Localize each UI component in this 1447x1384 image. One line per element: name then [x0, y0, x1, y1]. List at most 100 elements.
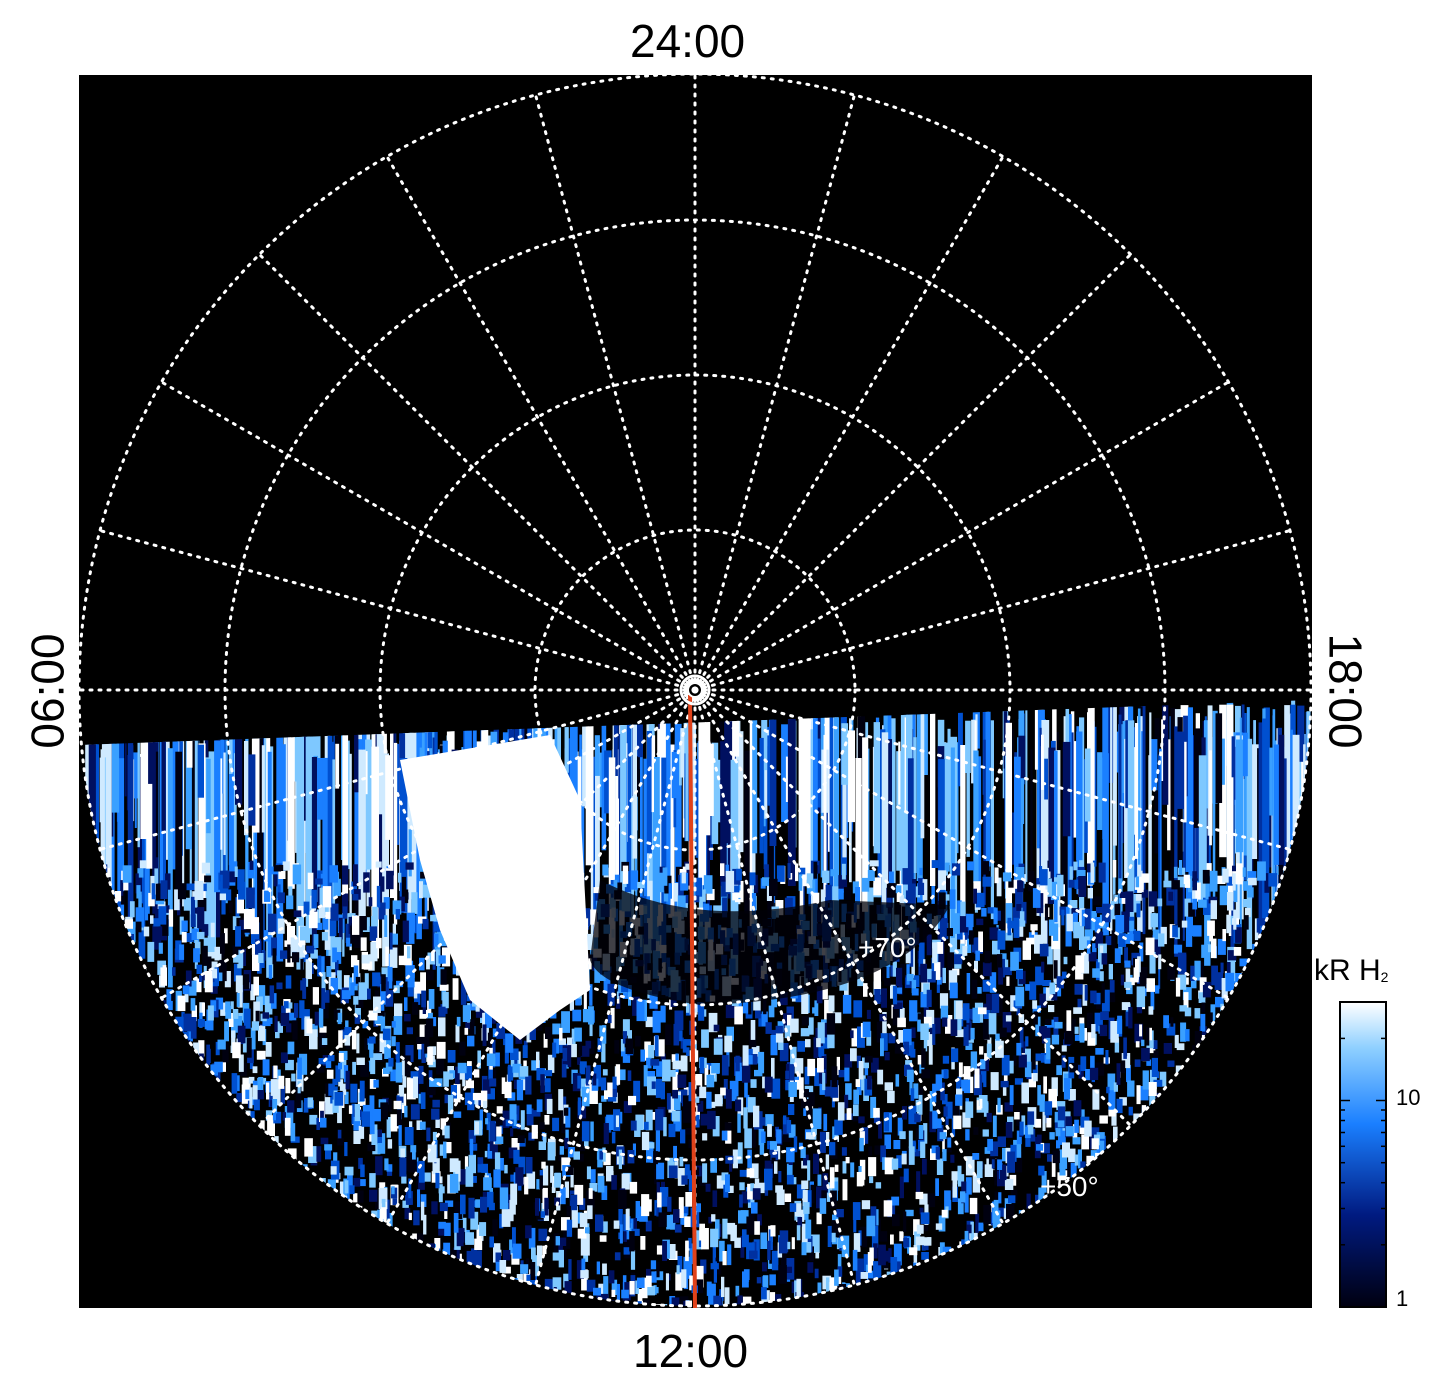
emission-speckle	[764, 1168, 773, 1191]
emission-speckle	[571, 1206, 578, 1228]
emission-speckle	[900, 963, 906, 978]
emission-speckle	[914, 1087, 923, 1103]
emission-streak	[613, 714, 618, 776]
emission-speckle	[475, 1004, 485, 1018]
emission-speckle	[751, 1126, 757, 1148]
emission-speckle	[963, 1003, 970, 1023]
emission-speckle	[823, 1113, 828, 1131]
emission-streak	[1191, 735, 1197, 917]
emission-speckle	[418, 1093, 422, 1104]
emission-speckle	[675, 866, 683, 883]
emission-speckle	[782, 1134, 792, 1143]
emission-speckle	[867, 887, 874, 906]
emission-speckle	[526, 1108, 534, 1126]
emission-streak	[1118, 714, 1122, 879]
emission-speckle	[819, 1131, 826, 1153]
emission-speckle	[1226, 876, 1234, 886]
emission-speckle	[1002, 1082, 1007, 1096]
emission-speckle	[1022, 901, 1027, 924]
emission-speckle	[368, 897, 373, 907]
emission-speckle	[920, 1212, 930, 1224]
emission-speckle	[494, 1052, 500, 1067]
emission-speckle	[273, 865, 282, 872]
emission-speckle	[962, 1112, 971, 1128]
emission-speckle	[544, 1115, 550, 1125]
emission-speckle	[511, 1138, 520, 1157]
emission-speckle	[1129, 920, 1134, 932]
emission-speckle	[1125, 968, 1131, 990]
emission-speckle	[482, 1191, 491, 1202]
emission-speckle	[1030, 924, 1038, 931]
emission-speckle	[1116, 1063, 1121, 1085]
emission-speckle	[438, 1017, 446, 1037]
emission-speckle	[761, 1287, 767, 1300]
emission-speckle	[570, 1167, 574, 1188]
emission-speckle	[197, 898, 207, 912]
emission-speckle	[842, 1161, 847, 1174]
emission-speckle	[874, 983, 881, 1004]
emission-speckle	[324, 1093, 334, 1115]
emission-speckle	[966, 973, 971, 995]
emission-speckle	[899, 1176, 904, 1199]
emission-speckle	[319, 887, 325, 905]
emission-speckle	[1038, 1165, 1045, 1176]
emission-speckle	[499, 1213, 504, 1229]
emission-speckle	[372, 906, 378, 927]
emission-speckle	[426, 955, 430, 970]
emission-speckle	[1000, 1080, 1009, 1088]
emission-speckle	[1081, 909, 1087, 927]
emission-speckle	[683, 1087, 693, 1099]
emission-streak	[223, 752, 227, 855]
emission-speckle	[295, 1086, 302, 1109]
emission-speckle	[970, 1051, 978, 1070]
emission-speckle	[1040, 869, 1048, 886]
emission-speckle	[1230, 960, 1236, 982]
emission-streak	[1062, 741, 1071, 837]
emission-speckle	[479, 1109, 483, 1130]
emission-speckle	[389, 932, 393, 950]
emission-speckle	[285, 975, 292, 989]
emission-streak	[984, 700, 991, 867]
emission-speckle	[645, 1016, 654, 1028]
emission-speckle	[552, 1023, 561, 1035]
emission-speckle	[508, 1147, 518, 1159]
emission-speckle	[456, 1227, 464, 1247]
emission-streak	[365, 751, 368, 795]
emission-streak	[393, 742, 398, 925]
emission-streak	[585, 711, 594, 866]
emission-speckle	[317, 955, 322, 977]
emission-speckle	[757, 1214, 762, 1226]
emission-speckle	[586, 1190, 595, 1208]
emission-speckle	[1216, 875, 1226, 884]
emission-speckle	[284, 1117, 291, 1136]
emission-speckle	[919, 1207, 924, 1215]
emission-speckle	[421, 1172, 431, 1182]
emission-speckle	[380, 1012, 386, 1032]
emission-speckle	[135, 873, 139, 894]
emission-speckle	[747, 1097, 756, 1113]
emission-streak	[1239, 717, 1242, 943]
emission-speckle	[360, 937, 367, 951]
emission-speckle	[755, 1182, 765, 1194]
emission-streak	[1243, 743, 1250, 856]
emission-speckle	[935, 1223, 943, 1230]
emission-speckle	[318, 1058, 327, 1065]
emission-speckle	[979, 1098, 983, 1109]
emission-speckle	[1115, 915, 1125, 933]
emission-speckle	[201, 924, 209, 936]
emission-speckle	[381, 1037, 387, 1048]
emission-speckle	[1192, 925, 1202, 937]
emission-speckle	[1244, 907, 1251, 918]
emission-streak	[225, 718, 228, 904]
emission-speckle	[701, 1228, 709, 1250]
emission-speckle	[1268, 873, 1278, 887]
emission-speckle	[1243, 881, 1252, 891]
emission-speckle	[716, 1175, 725, 1189]
emission-streak	[1037, 736, 1040, 845]
emission-speckle	[1141, 889, 1148, 898]
emission-speckle	[220, 1002, 228, 1016]
emission-speckle	[595, 1214, 604, 1232]
emission-streak	[167, 748, 173, 988]
emission-speckle	[761, 1011, 768, 1027]
emission-speckle	[360, 1062, 369, 1077]
